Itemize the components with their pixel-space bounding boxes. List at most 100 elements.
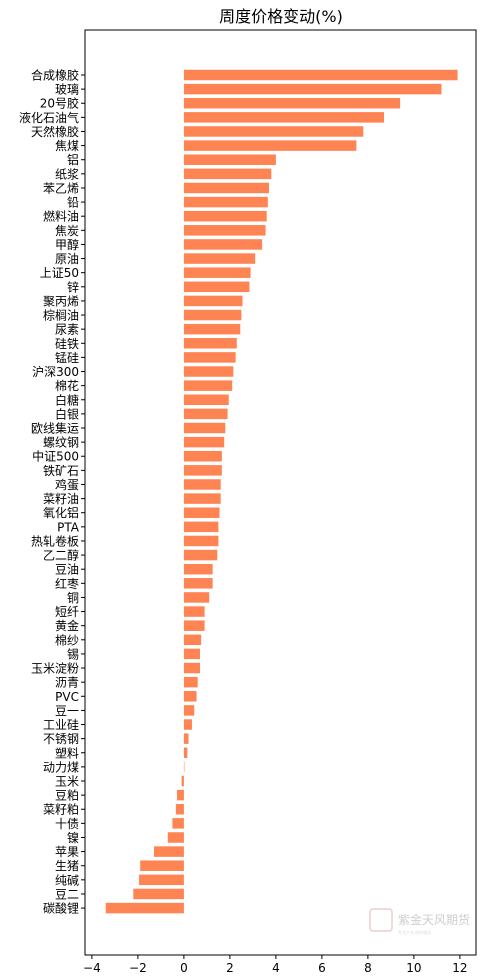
- category-label: 硅铁: [55, 337, 79, 351]
- category-label: PVC: [55, 690, 79, 704]
- bar: [183, 507, 220, 518]
- category-label: 欧线集运: [31, 421, 79, 436]
- category-label: 豆一: [55, 704, 79, 718]
- category-label: 纸浆: [55, 166, 79, 181]
- bar: [183, 239, 263, 250]
- bar: [183, 253, 256, 264]
- category-label: 铅: [67, 196, 79, 210]
- x-tick-label: 8: [364, 961, 372, 975]
- bar: [139, 874, 184, 886]
- category-label: 焦煤: [55, 139, 79, 153]
- category-label: 碳酸锂: [43, 901, 79, 916]
- category-label: 铁矿石: [43, 464, 79, 478]
- bar: [183, 620, 205, 631]
- bar: [183, 295, 243, 307]
- category-label: 铜: [67, 590, 79, 605]
- bar: [183, 450, 222, 462]
- category-label: 棕榈油: [43, 308, 79, 323]
- category-label: 液化石油气: [19, 110, 79, 125]
- category-label: 锌: [67, 280, 79, 294]
- bar: [183, 69, 458, 81]
- bar: [183, 196, 268, 208]
- bar: [183, 535, 219, 547]
- bar: [183, 719, 192, 730]
- bar: [183, 323, 241, 335]
- bar: [183, 465, 222, 476]
- bar: [167, 832, 184, 843]
- bar: [183, 309, 242, 321]
- category-label: 合成橡胶: [31, 68, 79, 83]
- bar: [183, 97, 401, 109]
- x-tick-label: 12: [452, 961, 467, 975]
- category-label: 甲醇: [55, 237, 79, 252]
- category-label: 苹果: [55, 845, 79, 859]
- category-label: 沥青: [55, 676, 79, 690]
- category-label: 沪深300: [32, 365, 79, 379]
- x-tick-label: 4: [272, 961, 280, 975]
- category-label: 锰硅: [55, 350, 79, 365]
- category-label: 尿素: [55, 323, 79, 337]
- category-label: 玉米: [55, 775, 79, 789]
- bar: [183, 578, 213, 589]
- x-tick-label: 10: [406, 961, 421, 975]
- category-label: 白银: [55, 406, 79, 421]
- bar: [172, 818, 184, 829]
- x-tick-label: 6: [318, 961, 326, 975]
- x-tick-label: 0: [180, 961, 188, 975]
- category-label: 菜籽油: [43, 492, 79, 506]
- category-labels: 合成橡胶玻璃20号胶液化石油气天然橡胶焦煤铝纸浆苯乙烯铅燃料油焦炭甲醇原油上证5…: [19, 68, 85, 916]
- bar: [183, 549, 218, 561]
- category-label: 塑料: [55, 745, 79, 760]
- category-label: 聚丙烯: [43, 294, 79, 308]
- bar: [154, 846, 184, 857]
- category-label: 氧化铝: [43, 505, 79, 520]
- bar: [183, 338, 237, 349]
- category-label: 苯乙烯: [43, 181, 79, 195]
- bar: [183, 705, 195, 716]
- bar: [183, 210, 267, 222]
- bar: [183, 182, 269, 194]
- category-label: 螺纹钢: [43, 436, 79, 450]
- category-label: 豆油: [55, 563, 79, 577]
- bar: [183, 366, 234, 377]
- bar: [183, 126, 364, 137]
- bar: [140, 860, 184, 871]
- bar: [183, 634, 202, 646]
- bar: [183, 352, 236, 363]
- x-tick-label: 2: [226, 961, 234, 975]
- bar: [183, 408, 228, 420]
- x-axis-ticks: −4 −2 0 2 4 6 8 10 12: [83, 955, 468, 975]
- category-label: 生猪: [55, 859, 79, 873]
- x-tick-label: −4: [83, 961, 101, 975]
- category-label: 上证50: [40, 266, 79, 280]
- category-label: 玻璃: [55, 83, 79, 97]
- category-label: 原油: [55, 252, 79, 266]
- bar: [183, 662, 200, 674]
- category-label: 纯碱: [55, 873, 79, 887]
- watermark-subtext: 专业产业 研究服务: [398, 929, 431, 935]
- bar: [175, 803, 184, 815]
- category-label: 动力煤: [43, 760, 79, 774]
- bar: [183, 83, 442, 95]
- bar: [183, 168, 272, 180]
- bar: [183, 761, 185, 773]
- bar: [181, 775, 184, 787]
- category-label: 铝: [67, 152, 79, 167]
- bar: [183, 281, 250, 293]
- category-label: 工业硅: [43, 718, 79, 732]
- category-label: 焦炭: [55, 224, 79, 238]
- watermark-logo-icon: [369, 908, 393, 932]
- bar: [183, 422, 226, 434]
- bars-group: [105, 69, 458, 914]
- bar: [183, 267, 251, 278]
- bar: [183, 225, 266, 236]
- bar: [183, 747, 188, 759]
- bar: [183, 394, 229, 406]
- bar: [183, 140, 357, 151]
- category-label: 豆粕: [55, 788, 79, 803]
- bar: [183, 648, 200, 660]
- bar: [183, 154, 276, 165]
- category-label: 中证500: [32, 449, 79, 464]
- chart-title: 周度价格变动(%): [219, 7, 343, 26]
- category-label: 热轧卷板: [31, 533, 79, 548]
